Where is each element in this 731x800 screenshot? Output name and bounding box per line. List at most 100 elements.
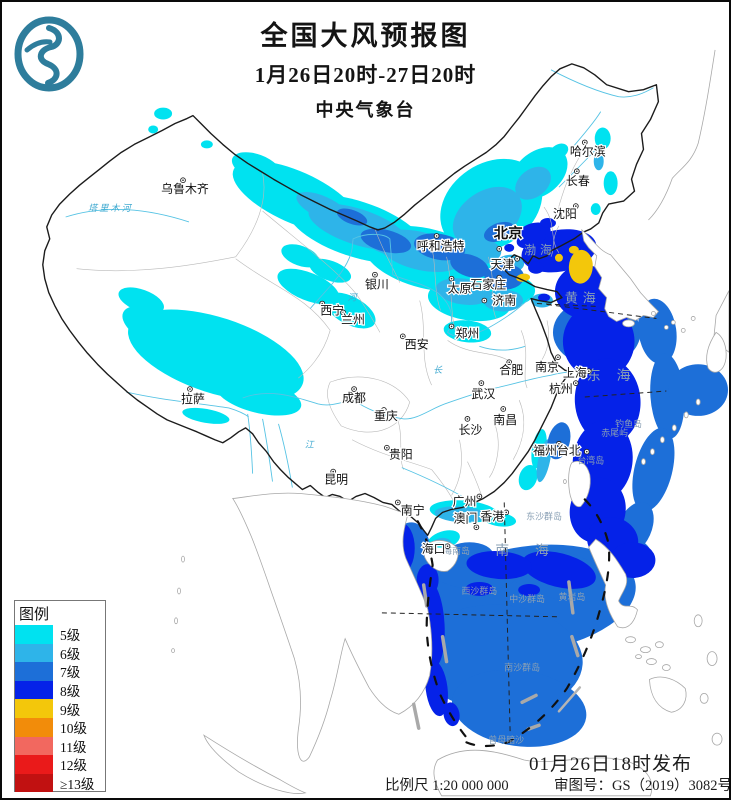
city-label: 南宁 <box>401 503 425 517</box>
city: 昆明 <box>323 468 349 488</box>
city-marker-dot <box>450 325 453 328</box>
neighbor-lands <box>171 49 729 797</box>
city: 沈阳 <box>552 203 579 222</box>
island-label: 东沙群岛 <box>526 510 562 521</box>
river <box>570 111 602 150</box>
nine-dash-segment <box>458 498 611 748</box>
city: 南昌 <box>492 406 518 428</box>
legend-item: ≥13级 <box>15 773 105 793</box>
city: 西安 <box>399 333 430 353</box>
legend-swatch <box>15 662 53 681</box>
wind-patch-level-5 <box>603 171 618 196</box>
legend-swatch <box>15 755 53 774</box>
city: 杭州 <box>548 380 579 397</box>
island-label: 钓鱼岛 <box>615 418 642 429</box>
river-label: 江 <box>305 440 315 450</box>
province-border <box>520 330 528 389</box>
wind-patch-level-7 <box>484 221 515 242</box>
dashed-boundary <box>537 303 599 308</box>
wind-patch-level-9 <box>568 249 593 284</box>
city: 拉萨 <box>180 386 206 407</box>
island <box>661 664 671 671</box>
province-border <box>489 419 499 478</box>
city-marker-dot <box>575 205 577 207</box>
legend-label: 7级 <box>60 665 81 681</box>
island <box>177 587 181 595</box>
city: 合肥 <box>498 359 524 378</box>
river <box>401 467 468 500</box>
city-marker-dot <box>353 388 355 390</box>
legend-label: ≥13级 <box>60 777 95 793</box>
island-label: 西沙群岛 <box>461 585 497 596</box>
wind-patch-level-7 <box>414 233 466 261</box>
city: 香港 <box>479 508 510 525</box>
wind-patch-level-8 <box>516 229 546 249</box>
city-label: 长春 <box>566 174 590 188</box>
wind-patch-level-5 <box>431 542 448 548</box>
province-border <box>235 258 331 331</box>
neighbor-land <box>649 676 687 713</box>
province-border <box>550 225 560 257</box>
wind-patch-level-7 <box>632 427 675 512</box>
city-marker-dot <box>435 235 438 237</box>
neighbor-land <box>203 734 307 794</box>
city: 乌鲁木齐 <box>160 177 210 197</box>
city-marker-dot <box>450 277 453 280</box>
wind-patch-level-5 <box>122 305 204 356</box>
island <box>640 646 651 654</box>
city-label: 南昌 <box>493 413 517 427</box>
city: 兰州 <box>340 309 366 328</box>
legend-item: 12级 <box>15 755 105 774</box>
province-border <box>451 439 462 496</box>
russia-coastline <box>648 49 716 221</box>
province-border <box>446 256 459 341</box>
city: 广州 <box>451 493 483 510</box>
dashed-boundary <box>381 612 559 618</box>
dashed-boundary <box>503 502 511 736</box>
island <box>174 617 178 625</box>
city-label: 兰州 <box>341 312 365 326</box>
city-label: 贵阳 <box>389 448 413 462</box>
island <box>625 636 636 644</box>
city-marker-dot <box>587 370 590 372</box>
city-label: 太原 <box>448 282 472 296</box>
legend-rows: 5级 6级 7级 8级 9级 10级 11级 12级 ≥13级 <box>15 625 105 793</box>
city-label: 福州 <box>533 444 557 458</box>
reef-mark <box>570 634 580 658</box>
legend-box: 图例 5级 6级 7级 8级 9级 10级 11级 12级 ≥13级 <box>14 600 106 793</box>
neighbor-land <box>433 749 653 797</box>
river <box>242 371 570 420</box>
wind-patch-level-9 <box>516 273 531 282</box>
island <box>655 641 664 649</box>
province-border <box>354 292 381 333</box>
wind-patch-level-5 <box>215 376 302 416</box>
wind-patch-level-5 <box>148 125 159 134</box>
city-label: 沈阳 <box>553 207 577 221</box>
legend-label: 6级 <box>60 646 81 662</box>
city-marker-dot <box>480 382 483 384</box>
china-national-border <box>42 63 660 536</box>
city-label: 郑州 <box>456 326 480 340</box>
city-marker-dot <box>321 302 324 305</box>
river-label: 河 <box>348 293 359 303</box>
river <box>309 233 530 338</box>
city-marker-dot <box>576 170 578 173</box>
province-border <box>298 330 331 379</box>
city: 福州 <box>532 440 562 459</box>
legend-label: 8级 <box>60 684 81 700</box>
city-label: 西安 <box>405 337 429 351</box>
city: 太原 <box>446 275 473 297</box>
legend-title: 图例 <box>19 607 50 623</box>
city-marker-dot <box>575 382 577 384</box>
legend-item: 10级 <box>15 717 105 737</box>
wind-patch-level-8 <box>522 551 596 589</box>
wind-patch-level-5 <box>231 152 282 183</box>
map-scale: 比例尺 1:20 000 000 <box>385 778 509 794</box>
city-label: 南京 <box>535 360 559 374</box>
city-marker-dot <box>498 276 501 279</box>
reef-mark <box>440 634 449 664</box>
sea-label: 东海 <box>587 368 647 384</box>
island <box>695 398 701 406</box>
